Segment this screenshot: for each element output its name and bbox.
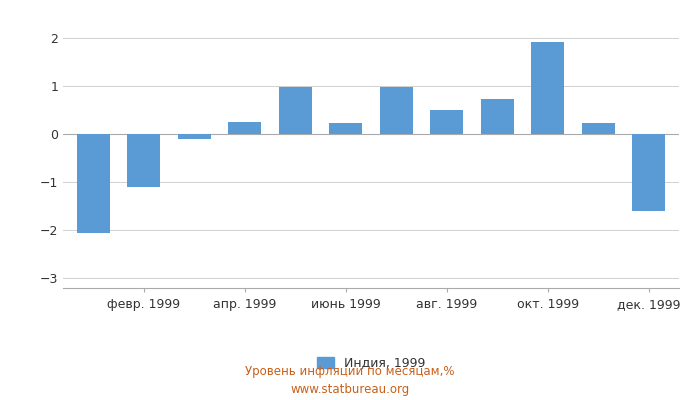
Text: Уровень инфляции по месяцам,%: Уровень инфляции по месяцам,%	[245, 366, 455, 378]
Bar	[77, 134, 110, 233]
Bar	[430, 110, 463, 134]
Bar	[632, 134, 665, 211]
Bar	[127, 134, 160, 187]
Bar	[329, 123, 362, 134]
Bar	[178, 134, 211, 139]
Bar	[481, 99, 514, 134]
Bar	[531, 42, 564, 134]
Bar	[279, 87, 312, 134]
Bar	[582, 123, 615, 134]
Text: www.statbureau.org: www.statbureau.org	[290, 384, 410, 396]
Bar	[380, 87, 413, 134]
Legend: Индия, 1999: Индия, 1999	[312, 352, 430, 374]
Bar	[228, 122, 261, 134]
